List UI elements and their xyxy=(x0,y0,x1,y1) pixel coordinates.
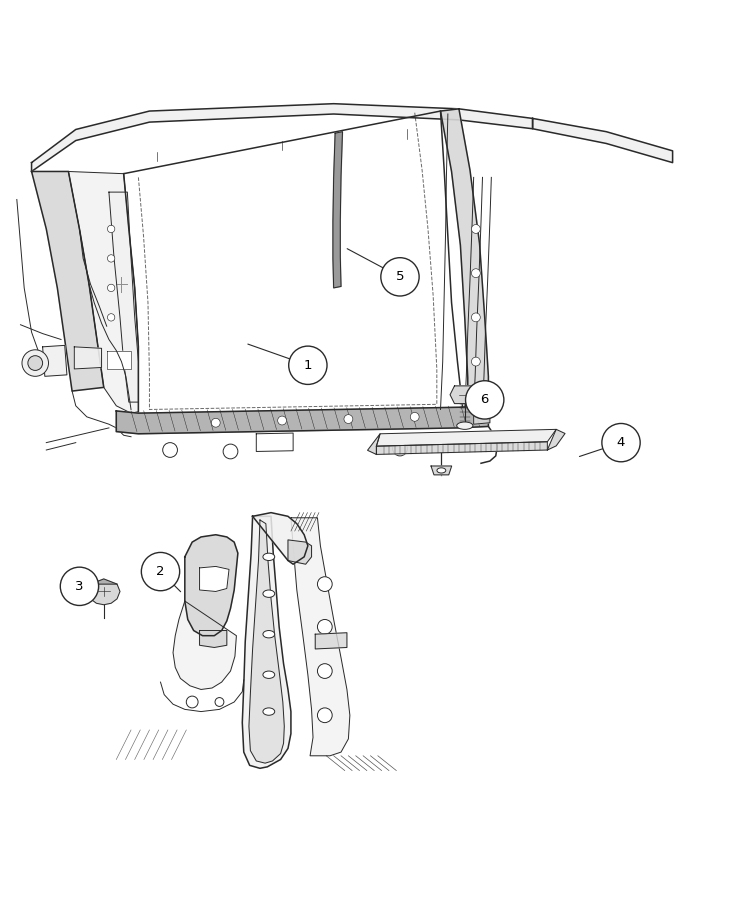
Polygon shape xyxy=(199,566,229,591)
Polygon shape xyxy=(533,119,673,163)
Ellipse shape xyxy=(437,468,446,473)
Circle shape xyxy=(602,424,640,462)
Ellipse shape xyxy=(263,590,275,598)
Circle shape xyxy=(107,225,115,232)
Text: 5: 5 xyxy=(396,270,405,284)
Ellipse shape xyxy=(263,631,275,638)
Polygon shape xyxy=(199,631,227,647)
Ellipse shape xyxy=(456,422,473,429)
Polygon shape xyxy=(32,104,533,172)
Circle shape xyxy=(471,313,480,322)
Polygon shape xyxy=(368,434,380,454)
Polygon shape xyxy=(68,172,139,413)
Text: 2: 2 xyxy=(156,565,165,578)
Polygon shape xyxy=(333,131,342,288)
Circle shape xyxy=(471,357,480,366)
Polygon shape xyxy=(256,433,293,452)
Polygon shape xyxy=(450,386,479,403)
Ellipse shape xyxy=(263,708,275,716)
Polygon shape xyxy=(185,535,238,635)
Circle shape xyxy=(142,553,179,590)
Circle shape xyxy=(471,224,480,233)
Polygon shape xyxy=(376,429,556,446)
Polygon shape xyxy=(440,109,488,408)
Ellipse shape xyxy=(263,671,275,679)
Circle shape xyxy=(344,415,353,424)
Circle shape xyxy=(28,356,43,371)
Circle shape xyxy=(107,314,115,321)
Circle shape xyxy=(471,269,480,277)
Polygon shape xyxy=(253,513,308,564)
Polygon shape xyxy=(74,346,102,369)
Polygon shape xyxy=(109,192,139,402)
Polygon shape xyxy=(242,517,291,769)
Circle shape xyxy=(223,444,238,459)
Polygon shape xyxy=(43,346,67,376)
Polygon shape xyxy=(315,633,347,649)
Text: 3: 3 xyxy=(75,580,84,593)
Circle shape xyxy=(22,350,48,376)
Polygon shape xyxy=(32,172,104,392)
Polygon shape xyxy=(116,406,488,434)
Circle shape xyxy=(60,567,99,606)
Ellipse shape xyxy=(263,554,275,561)
Circle shape xyxy=(215,698,224,706)
Circle shape xyxy=(211,418,220,427)
Circle shape xyxy=(317,577,332,591)
Text: 4: 4 xyxy=(617,436,625,449)
Circle shape xyxy=(186,696,198,708)
Circle shape xyxy=(381,257,419,296)
Circle shape xyxy=(107,255,115,262)
Circle shape xyxy=(107,284,115,292)
Circle shape xyxy=(278,416,287,425)
Polygon shape xyxy=(288,540,311,564)
Polygon shape xyxy=(473,404,490,424)
Polygon shape xyxy=(291,518,350,756)
Text: 1: 1 xyxy=(304,359,312,372)
Circle shape xyxy=(289,346,327,384)
Polygon shape xyxy=(87,584,120,605)
Text: 6: 6 xyxy=(480,393,489,407)
Polygon shape xyxy=(107,350,131,369)
Circle shape xyxy=(317,663,332,679)
Circle shape xyxy=(393,441,408,456)
Circle shape xyxy=(465,381,504,419)
Polygon shape xyxy=(173,601,236,689)
Polygon shape xyxy=(90,579,117,584)
Polygon shape xyxy=(548,429,565,450)
Polygon shape xyxy=(376,442,548,454)
Polygon shape xyxy=(431,466,452,475)
Circle shape xyxy=(317,708,332,723)
Polygon shape xyxy=(249,520,285,763)
Circle shape xyxy=(163,443,177,457)
Circle shape xyxy=(317,619,332,634)
Circle shape xyxy=(411,412,419,421)
